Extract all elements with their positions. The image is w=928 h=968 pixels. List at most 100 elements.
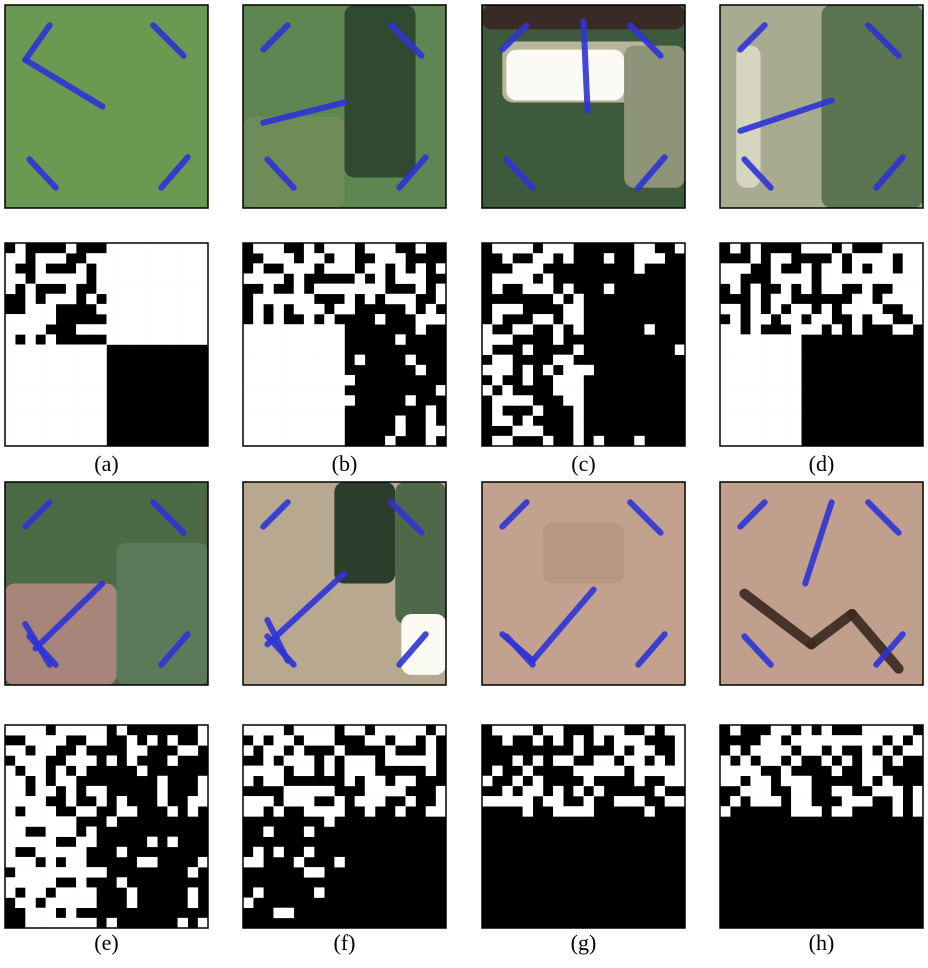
binary-cell [76,395,86,405]
binary-cell [66,898,76,908]
binary-cell [147,837,157,847]
binary-cell [46,365,56,375]
binary-cell [56,385,66,395]
binary-cell [822,725,832,735]
binary-cell [35,355,45,365]
binary-cell [334,304,344,314]
binary-cell [740,766,750,776]
binary-cell [46,786,56,796]
binary-cell [35,776,45,786]
binary-cell [66,796,76,806]
binary-cell [15,395,25,405]
binary-cell [263,253,273,263]
binary-cell [127,294,137,304]
binary-cell [594,735,604,745]
binary-cell [416,755,426,765]
binary-cell [35,837,45,847]
binary-cell [811,806,821,816]
blue-segment [584,21,588,110]
binary-cell [66,426,76,436]
binary-cell [15,375,25,385]
binary-cell [395,263,405,273]
binary-cell [263,345,273,355]
binary-cell [634,243,644,253]
binary-cell [56,735,66,745]
binary-cell [791,426,801,436]
binary-cell [253,273,263,283]
binary-cell [263,284,273,294]
binary-cell [553,375,563,385]
binary-cell [66,776,76,786]
binary-cell [523,416,533,426]
binary-cell [523,345,533,355]
binary-cell [553,243,563,253]
binary-cell [198,796,208,806]
binary-cell [127,745,137,755]
binary-cell [842,304,852,314]
binary-cell [243,375,253,385]
binary-cell [188,314,198,324]
binary-cell [253,324,263,334]
binary-cell [46,355,56,365]
binary-cell [198,324,208,334]
binary-cell [375,253,385,263]
binary-cell [253,314,263,324]
binary-cell [304,405,314,415]
binary-cell [15,837,25,847]
binary-cell [852,796,862,806]
binary-cell [66,725,76,735]
binary-cell [862,273,872,283]
binary-cell [76,745,86,755]
binary-cell [492,766,502,776]
binary-cell [416,314,426,324]
binary-cell [107,918,117,928]
binary-cell [167,735,177,745]
binary-cell [157,263,167,273]
binary-cell [614,745,624,755]
binary-cell [137,324,147,334]
binary-cell [655,766,665,776]
binary-cell [314,887,324,897]
binary-cell [46,375,56,385]
binary-cell [852,253,862,263]
binary-cell [791,324,801,334]
binary-cell [5,355,15,365]
binary-cell [127,314,137,324]
binary-cell [66,867,76,877]
binary-cell [365,243,375,253]
binary-cell [655,786,665,796]
binary-cell [862,755,872,765]
binary-cell [56,898,66,908]
binary-cell [253,294,263,304]
binary-cell [740,334,750,344]
binary-cell [426,416,436,426]
binary-cell [492,725,502,735]
binary-cell [771,796,781,806]
binary-cell [243,436,253,446]
binary-cell [594,766,604,776]
binary-cell [5,284,15,294]
binary-cell [811,735,821,745]
binary-cell [750,243,760,253]
binary-cell [324,345,334,355]
binary-cell [46,426,56,436]
binary-cell [107,253,117,263]
binary-cell [563,314,573,324]
binary-cell [96,735,106,745]
binary-cell [76,263,86,273]
binary-cell [137,294,147,304]
binary-cell [147,263,157,273]
binary-cell [750,766,760,776]
binary-cell [573,314,583,324]
binary-cell [137,263,147,273]
binary-cell [791,304,801,314]
binary-cell [385,294,395,304]
binary-cell [56,776,66,786]
binary-cell [263,405,273,415]
binary-cell [56,436,66,446]
binary-cell [730,385,740,395]
binary-cell [263,436,273,446]
binary-cell [314,867,324,877]
binary-cell [523,365,533,375]
binary-cell [492,304,502,314]
